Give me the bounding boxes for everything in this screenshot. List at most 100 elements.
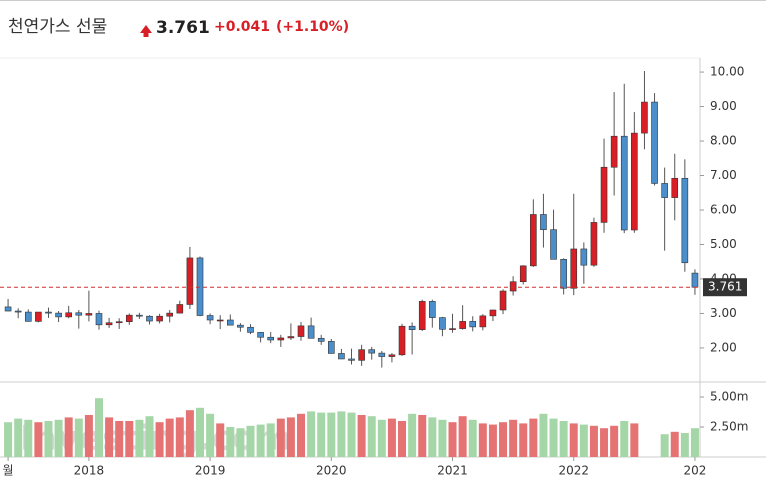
up-arrow xyxy=(140,25,152,37)
candle-body xyxy=(227,319,234,326)
candle-body xyxy=(105,322,113,326)
y-tick-label: 10.00 xyxy=(710,65,744,79)
volume-bar xyxy=(630,423,639,457)
volume-bar xyxy=(448,422,457,457)
volume-bar xyxy=(509,419,518,457)
volume-bar xyxy=(105,417,114,457)
candle-body xyxy=(348,358,355,361)
candle-body xyxy=(287,336,295,339)
volume-bar xyxy=(680,433,689,457)
candle-body xyxy=(24,311,32,322)
volume-bar xyxy=(64,417,73,457)
candle-body xyxy=(661,183,668,198)
volume-bar xyxy=(236,428,245,457)
volume-bar xyxy=(216,423,225,457)
candle-body xyxy=(641,101,648,134)
volume-bar xyxy=(690,428,699,457)
x-tick-label: 월 xyxy=(3,464,14,478)
candle-body xyxy=(509,281,517,292)
candle-body xyxy=(95,313,103,326)
y-tick-label: 5.00 xyxy=(710,237,737,251)
volume-bar xyxy=(337,411,346,457)
price: 3.761 xyxy=(156,18,210,38)
volume-bar xyxy=(135,419,144,457)
volume-bar xyxy=(468,419,477,457)
candle-body xyxy=(469,321,477,328)
candle-body xyxy=(499,290,507,311)
volume-tick-label: 5.00m xyxy=(710,390,748,404)
volume-bar xyxy=(185,410,194,457)
candle-body xyxy=(439,317,446,330)
volume-bar xyxy=(589,425,598,457)
x-tick-label: 2021 xyxy=(437,464,468,478)
volume-bar xyxy=(145,416,154,457)
y-tick-label: 3.00 xyxy=(710,306,737,320)
volume-bar xyxy=(115,421,124,457)
volume-bar xyxy=(175,417,184,457)
candle-body xyxy=(519,265,527,283)
candle-body xyxy=(176,304,184,314)
candle-body xyxy=(237,324,244,328)
candle-body xyxy=(156,315,163,322)
volume-bar xyxy=(357,415,366,457)
candle-body xyxy=(75,312,83,316)
x-tick-label: 2022 xyxy=(558,464,589,478)
volume-bar xyxy=(620,421,629,457)
volume-bar xyxy=(347,412,356,457)
volume-bar xyxy=(24,419,33,457)
y-tick-label: 8.00 xyxy=(710,134,737,148)
candle-body xyxy=(216,319,224,322)
candle-body xyxy=(429,301,436,318)
volume-bar xyxy=(660,434,669,457)
volume-bar xyxy=(4,422,13,457)
volume-bar xyxy=(559,421,568,457)
candle-body xyxy=(85,313,93,316)
change-pct: (+1.10%) xyxy=(276,19,349,35)
candle-body xyxy=(14,310,22,313)
volume-bar xyxy=(266,423,275,457)
candle-body xyxy=(35,311,42,322)
volume-bar xyxy=(579,424,588,457)
volume-bar xyxy=(44,421,53,457)
candle-body xyxy=(307,325,315,339)
volume-bar xyxy=(307,411,316,457)
x-tick-label: 2020 xyxy=(316,464,347,478)
candle-body xyxy=(65,312,72,318)
candle-body xyxy=(55,312,62,318)
candle-body xyxy=(610,135,618,168)
candle-body xyxy=(631,132,638,231)
volume-bar xyxy=(458,416,467,457)
candle-body xyxy=(398,325,406,356)
candle-body xyxy=(115,321,123,324)
candle-body xyxy=(550,229,557,260)
volume-bar xyxy=(206,413,215,457)
candle-body xyxy=(45,311,52,314)
volume-bar xyxy=(276,418,285,457)
candle-body xyxy=(459,321,466,329)
volume-bar xyxy=(670,431,679,457)
last-price-label: 3.761 xyxy=(708,280,742,294)
volume-bar xyxy=(196,407,204,457)
volume-bar xyxy=(246,425,255,457)
candle-body xyxy=(206,315,214,321)
volume-bar xyxy=(226,427,235,457)
y-tick-label: 7.00 xyxy=(710,168,737,182)
candle-body xyxy=(418,301,426,330)
candle-body xyxy=(408,325,416,330)
x-tick-label: 2019 xyxy=(195,464,226,478)
volume-bar xyxy=(600,428,609,457)
volume-bar xyxy=(84,415,93,457)
x-tick-label: 202 xyxy=(683,464,706,478)
candle-body xyxy=(580,248,588,266)
volume-bar xyxy=(549,418,558,457)
last-price-box xyxy=(703,278,747,297)
candle-body xyxy=(570,248,578,289)
candle-body xyxy=(297,325,305,337)
candle-body xyxy=(590,222,598,266)
candle-body xyxy=(4,306,12,312)
volume-bar xyxy=(317,412,326,457)
candle-body xyxy=(560,259,567,289)
candle-body xyxy=(247,326,254,333)
volume-bar xyxy=(14,418,23,457)
